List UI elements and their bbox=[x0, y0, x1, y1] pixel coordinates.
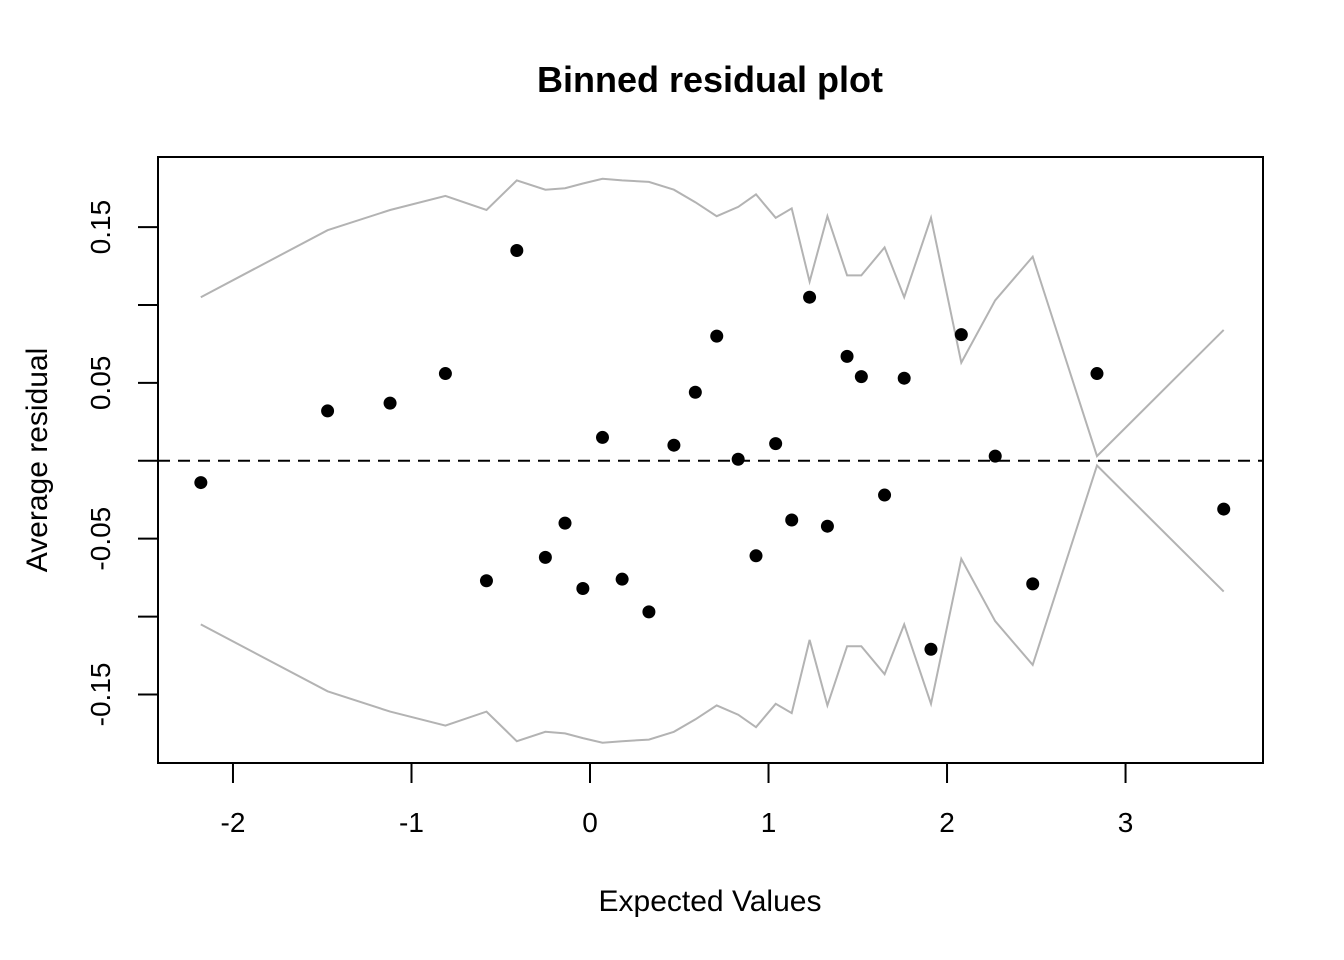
data-point bbox=[667, 438, 681, 452]
data-point bbox=[769, 437, 783, 451]
data-point bbox=[749, 549, 763, 563]
data-point bbox=[438, 367, 452, 381]
upper-bound-line bbox=[200, 177, 1225, 458]
plot-area bbox=[158, 177, 1263, 744]
data-point bbox=[479, 574, 493, 588]
data-point bbox=[785, 513, 799, 527]
data-point bbox=[1026, 577, 1040, 591]
y-tick-label: 0.15 bbox=[85, 200, 116, 255]
data-point bbox=[615, 572, 629, 586]
lower-bound-line bbox=[200, 463, 1225, 744]
y-axis-label: Average residual bbox=[21, 348, 54, 573]
data-point bbox=[558, 516, 572, 530]
data-point bbox=[1090, 367, 1104, 381]
data-point bbox=[321, 404, 335, 418]
y-axis: -0.15 -0.05 0.05 0.15 bbox=[85, 200, 159, 727]
data-point bbox=[194, 476, 208, 490]
data-point bbox=[1217, 502, 1231, 516]
data-point bbox=[383, 396, 397, 410]
x-tick-label: 2 bbox=[939, 807, 955, 838]
y-tick-label: -0.05 bbox=[85, 507, 116, 571]
data-point bbox=[731, 452, 745, 466]
data-point bbox=[840, 349, 854, 363]
data-point bbox=[878, 488, 892, 502]
x-axis: -2 -1 0 1 2 3 bbox=[221, 762, 1134, 838]
data-point bbox=[803, 290, 817, 304]
x-axis-label: Expected Values bbox=[599, 885, 822, 918]
data-point bbox=[954, 328, 968, 342]
x-tick-label: -1 bbox=[399, 807, 424, 838]
data-point bbox=[576, 582, 590, 596]
data-point bbox=[854, 370, 868, 384]
x-tick-label: -2 bbox=[221, 807, 246, 838]
data-point bbox=[988, 449, 1002, 463]
data-point bbox=[642, 605, 656, 619]
data-point bbox=[538, 550, 552, 564]
y-tick-label: 0.05 bbox=[85, 356, 116, 411]
data-point bbox=[688, 385, 702, 399]
x-tick-label: 0 bbox=[582, 807, 598, 838]
data-point bbox=[820, 519, 834, 533]
chart-title: Binned residual plot bbox=[537, 59, 883, 100]
x-tick-label: 1 bbox=[761, 807, 777, 838]
data-point bbox=[924, 642, 938, 656]
data-point bbox=[710, 329, 724, 343]
data-point bbox=[897, 371, 911, 385]
x-tick-label: 3 bbox=[1118, 807, 1134, 838]
data-point bbox=[510, 243, 524, 257]
y-tick-label: -0.15 bbox=[85, 663, 116, 727]
data-point bbox=[595, 430, 609, 444]
